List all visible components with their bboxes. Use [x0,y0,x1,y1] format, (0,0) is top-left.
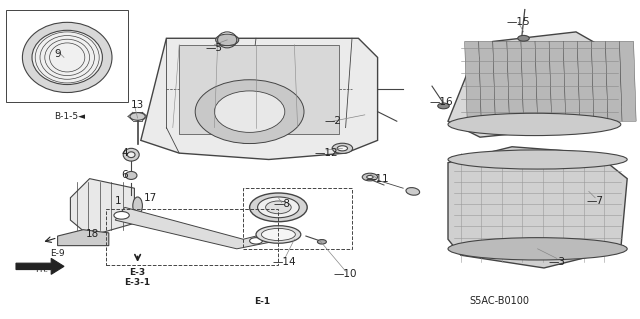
Text: —10: —10 [334,269,357,279]
Text: —12: —12 [315,148,338,158]
Text: —16: —16 [430,97,453,107]
Polygon shape [577,41,594,121]
Bar [6,10,128,102]
Ellipse shape [123,148,140,161]
Circle shape [367,175,373,179]
Polygon shape [535,41,552,121]
Text: 9: 9 [54,49,61,59]
Polygon shape [605,41,622,121]
Polygon shape [493,41,509,121]
Text: 1: 1 [115,196,122,206]
Polygon shape [115,207,269,249]
Circle shape [518,35,529,41]
Text: E-3-1: E-3-1 [125,278,150,287]
Polygon shape [58,230,109,246]
Bar [106,209,278,265]
Ellipse shape [125,171,137,179]
Polygon shape [591,41,608,121]
Text: —15: —15 [507,17,530,27]
Text: —2: —2 [324,116,341,126]
Ellipse shape [195,80,304,144]
Ellipse shape [214,91,285,132]
Polygon shape [448,147,627,268]
Ellipse shape [262,228,295,241]
Ellipse shape [127,152,135,158]
Polygon shape [563,41,580,121]
Text: —3: —3 [548,256,565,267]
Ellipse shape [406,188,420,195]
Polygon shape [465,41,481,121]
Circle shape [438,103,449,109]
Text: 6: 6 [122,170,128,181]
Text: B-1-5◄: B-1-5◄ [54,112,85,121]
Ellipse shape [448,238,627,260]
Text: 18: 18 [86,229,99,240]
Circle shape [337,146,348,151]
Ellipse shape [250,193,307,222]
Ellipse shape [448,150,627,169]
Ellipse shape [448,113,621,136]
Circle shape [332,143,353,153]
Text: —5: —5 [206,43,223,53]
Text: 17: 17 [144,193,157,203]
Circle shape [114,211,129,219]
Ellipse shape [266,201,291,214]
Ellipse shape [257,197,300,218]
Polygon shape [479,41,495,121]
Circle shape [317,240,326,244]
Polygon shape [507,41,524,121]
Ellipse shape [22,22,112,93]
Ellipse shape [32,30,102,85]
Circle shape [362,173,378,181]
Text: S5AC-B0100: S5AC-B0100 [469,296,529,307]
Text: —7: —7 [587,196,604,206]
Bar [243,188,352,249]
Text: —11: —11 [366,174,389,184]
Polygon shape [549,41,566,121]
Ellipse shape [256,226,301,243]
Bar [179,45,339,134]
Text: E-9: E-9 [51,249,65,258]
Ellipse shape [133,197,143,215]
Circle shape [216,34,239,46]
Text: —8: —8 [273,199,290,209]
Polygon shape [70,179,134,236]
Text: —14: —14 [273,256,296,267]
Text: E-3: E-3 [129,268,146,277]
Polygon shape [521,41,538,121]
Circle shape [130,113,145,120]
Polygon shape [141,38,378,160]
Text: FR.: FR. [35,265,48,274]
Text: 4: 4 [122,148,128,158]
Polygon shape [620,41,636,121]
Polygon shape [16,258,64,274]
Circle shape [250,238,262,244]
Text: 13: 13 [131,100,144,110]
Text: E-1: E-1 [254,297,271,306]
Polygon shape [448,32,621,137]
